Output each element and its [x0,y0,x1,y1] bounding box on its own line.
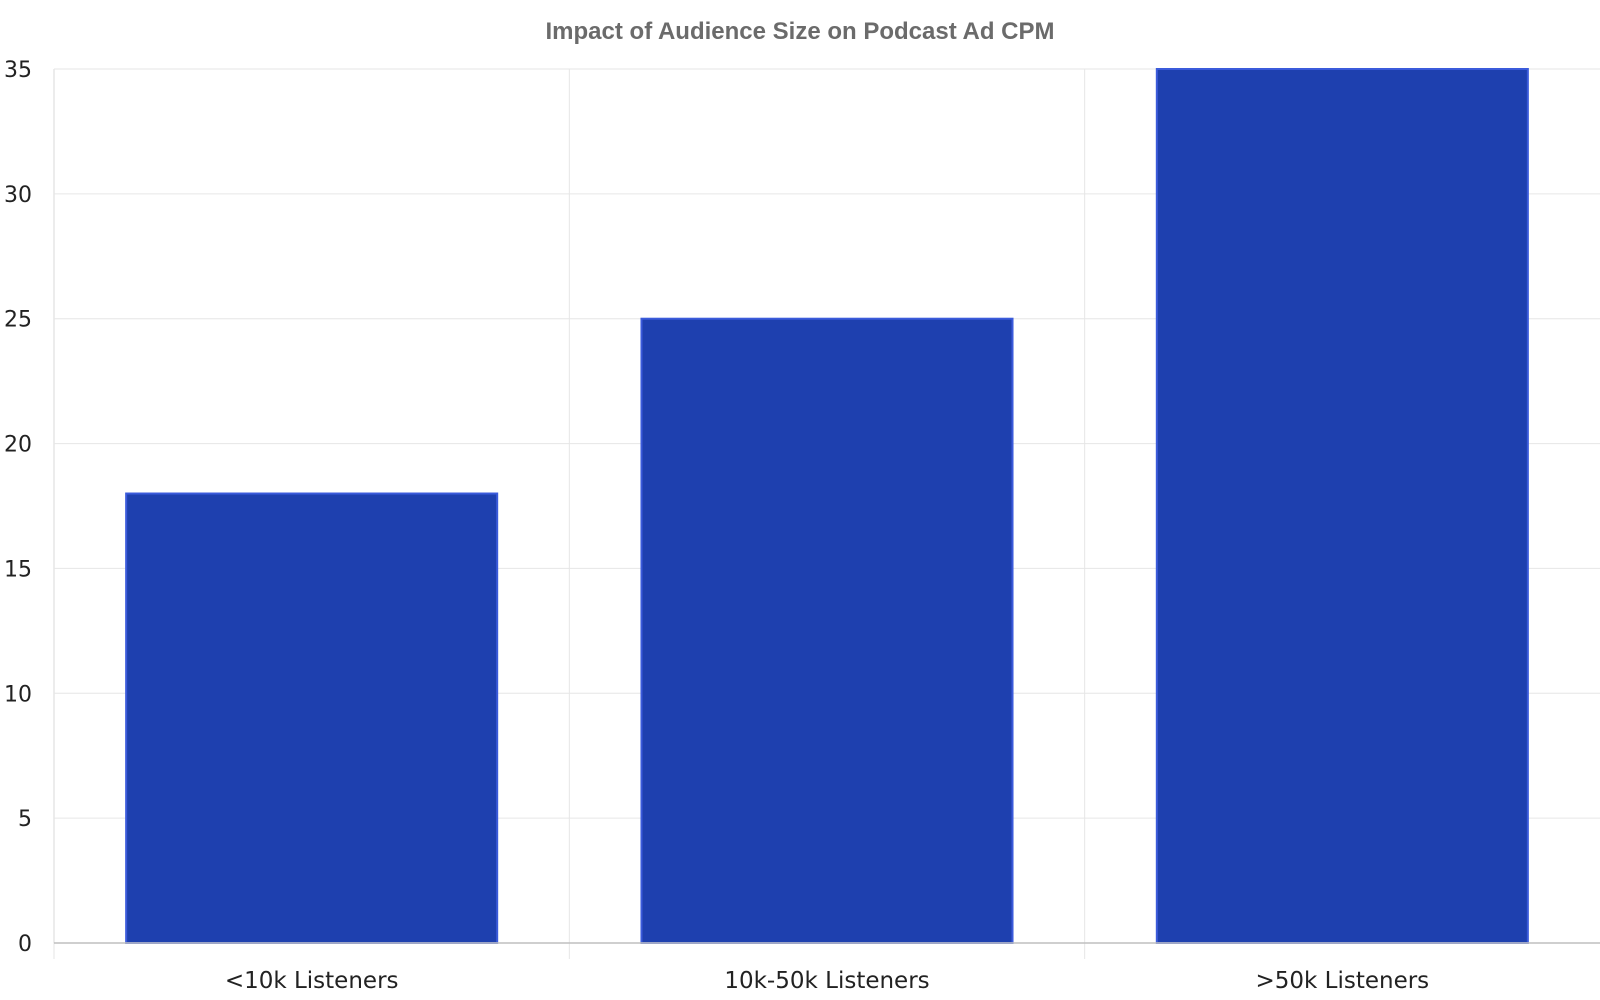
y-tick-label: 0 [18,932,32,957]
bar[interactable] [125,492,499,944]
x-tick-label: 10k-50k Listeners [724,968,929,994]
y-tick-label: 25 [4,308,32,333]
y-tick-label: 20 [4,433,32,458]
y-tick-label: 10 [4,682,32,707]
y-tick-label: 5 [18,807,32,832]
y-tick-label: 15 [4,557,32,582]
bar[interactable] [1155,68,1529,944]
chart-title: Impact of Audience Size on Podcast Ad CP… [545,18,1055,45]
bar[interactable] [640,317,1014,944]
bar-layer [125,68,1529,944]
x-tick-label: >50k Listeners [1255,968,1429,994]
y-tick-label: 30 [4,183,32,208]
x-tick-label: <10k Listeners [225,968,399,994]
label-layer: 0 5 10 15 20 25 30 35 <10k Listeners 10k-50k List… [4,58,1429,994]
y-tick-label: 35 [4,58,32,83]
axis-layer [53,69,1600,959]
